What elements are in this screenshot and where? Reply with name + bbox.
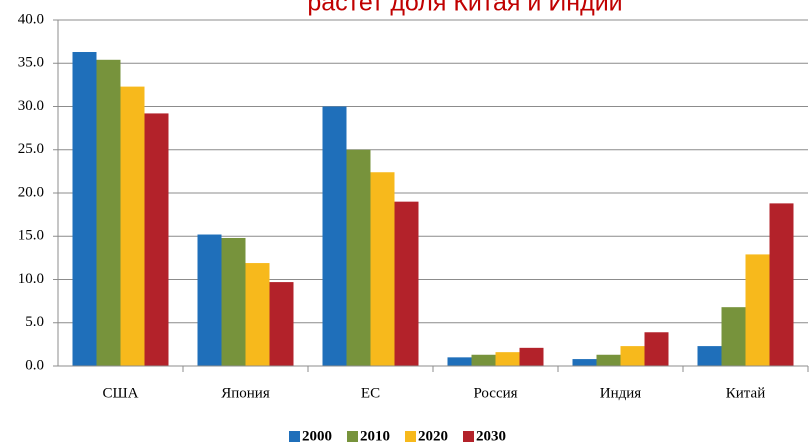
bar xyxy=(519,347,544,366)
bar xyxy=(471,354,496,366)
bar xyxy=(447,357,472,366)
bar xyxy=(245,263,270,366)
bar xyxy=(495,352,520,366)
bar xyxy=(644,332,669,366)
x-tick-label: ЕС xyxy=(361,385,380,401)
bar xyxy=(322,106,347,366)
legend-swatch xyxy=(463,431,474,442)
y-tick-label: 15.0 xyxy=(18,228,44,244)
bar xyxy=(120,86,145,366)
bar xyxy=(96,59,121,366)
bar xyxy=(346,149,371,366)
y-tick-label: 30.0 xyxy=(18,98,44,114)
x-tick-label: Россия xyxy=(473,385,517,401)
x-tick-label: Япония xyxy=(221,385,270,401)
y-tick-label: 5.0 xyxy=(25,314,44,330)
legend-swatch xyxy=(347,431,358,442)
y-tick-label: 10.0 xyxy=(18,271,44,287)
y-tick-label: 0.0 xyxy=(25,357,44,373)
bar xyxy=(721,307,746,366)
bar xyxy=(769,203,794,366)
legend-swatch xyxy=(289,431,300,442)
y-tick-label: 25.0 xyxy=(18,141,44,157)
bar xyxy=(394,201,419,366)
bar xyxy=(370,172,395,366)
y-tick-label: 35.0 xyxy=(18,55,44,71)
y-tick-label: 20.0 xyxy=(18,184,44,200)
bar xyxy=(697,346,722,366)
legend-swatch xyxy=(405,431,416,442)
bar xyxy=(572,359,597,366)
bar xyxy=(221,237,246,366)
bar xyxy=(745,254,770,366)
chart-title: растет доля Китая и Индии xyxy=(307,0,622,17)
x-tick-label: США xyxy=(103,385,139,401)
x-tick-label: Индия xyxy=(600,385,642,401)
bar xyxy=(72,52,97,366)
x-tick-label: Китай xyxy=(726,385,765,401)
legend-label: 2030 xyxy=(476,428,506,444)
legend-label: 2000 xyxy=(302,428,332,444)
bar xyxy=(269,282,294,366)
bar xyxy=(197,234,222,366)
bar xyxy=(144,113,169,366)
legend-label: 2010 xyxy=(360,428,390,444)
y-tick-label: 40.0 xyxy=(18,11,44,27)
bar xyxy=(596,354,621,366)
legend-label: 2020 xyxy=(418,428,448,444)
bar xyxy=(620,346,645,366)
